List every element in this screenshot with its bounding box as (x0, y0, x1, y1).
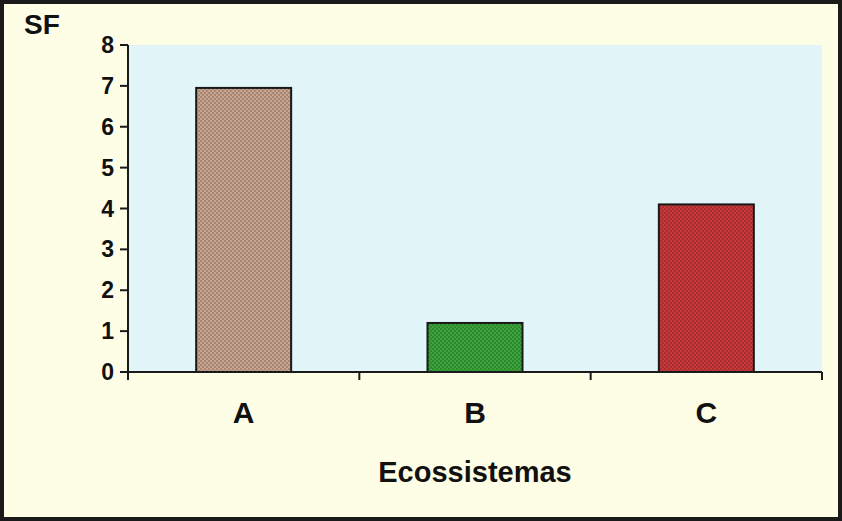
bar (428, 323, 523, 372)
y-tick-label: 4 (101, 196, 114, 222)
bar-texture (428, 323, 523, 372)
y-tick-label: 8 (101, 32, 114, 58)
y-tick (120, 248, 128, 250)
y-tick-label: 2 (101, 277, 114, 303)
x-tick-label: C (695, 396, 717, 429)
outer-frame (2, 2, 840, 519)
x-tick-label: B (464, 396, 486, 429)
y-tick (120, 126, 128, 128)
x-tick (821, 372, 823, 380)
y-tick (120, 371, 128, 373)
bar (196, 88, 291, 372)
y-tick (120, 167, 128, 169)
y-tick-label: 3 (101, 236, 114, 262)
y-tick (120, 44, 128, 46)
bar-texture (196, 88, 291, 372)
y-tick-label: 0 (101, 359, 114, 385)
x-axis (128, 371, 822, 373)
y-tick-label: 1 (101, 318, 114, 344)
y-tick (120, 289, 128, 291)
bar-texture (659, 204, 754, 372)
y-tick (120, 330, 128, 332)
y-axis-label: SF (24, 9, 60, 40)
bars (196, 88, 754, 372)
y-tick (120, 85, 128, 87)
y-tick (120, 208, 128, 210)
x-axis-label: Ecossistemas (378, 456, 571, 488)
bar (659, 204, 754, 372)
x-tick-label: A (233, 396, 255, 429)
plot-area (128, 45, 822, 372)
x-tick (358, 372, 360, 380)
y-tick-label: 5 (101, 155, 114, 181)
y-tick-label: 6 (101, 114, 114, 140)
x-tick (127, 372, 129, 380)
x-tick (590, 372, 592, 380)
y-tick-label: 7 (101, 73, 114, 99)
chart-container: 0 1 2 3 4 5 6 7 8 A B C SF Ecossistemas (0, 0, 842, 521)
chart-svg: 0 1 2 3 4 5 6 7 8 A B C SF Ecossistemas (0, 0, 842, 521)
